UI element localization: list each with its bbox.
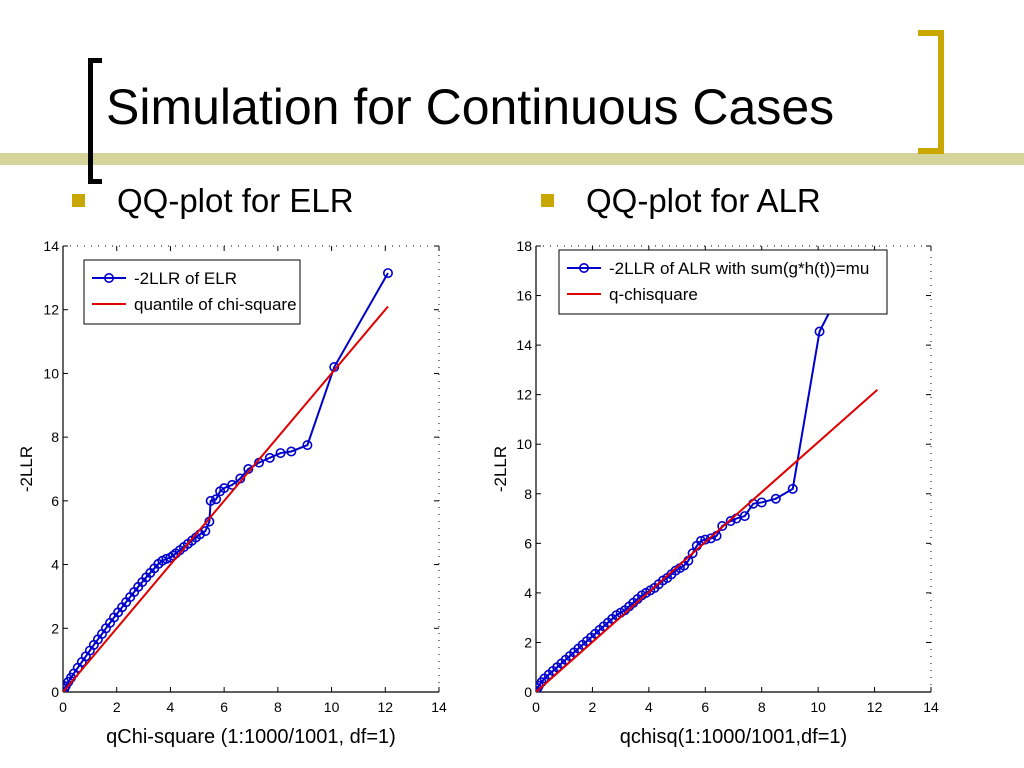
bullet-alr-label: QQ-plot for ALR <box>586 182 821 219</box>
bullet-square-icon <box>541 193 554 207</box>
x-tick-label: 12 <box>377 699 393 715</box>
y-tick-label: 0 <box>524 684 532 700</box>
bullet-elr: QQ-plot for ELR <box>72 184 354 217</box>
x-tick-label: 6 <box>220 699 228 715</box>
x-tick-label: 0 <box>532 699 540 715</box>
data-point <box>219 483 230 494</box>
x-tick-label: 10 <box>810 699 826 715</box>
chart-1: 0 2 4 6 8 10 12 14 0 2 4 6 8 10 12 14 qChi-square (1:100… <box>17 238 447 748</box>
legend-label-1: -2LLR of ELR <box>134 269 237 288</box>
data-point <box>756 497 767 508</box>
data-point <box>211 494 222 505</box>
plot-area <box>536 290 879 692</box>
legend-marker <box>104 272 115 283</box>
x-axis-label: qChi-square (1:1000/1001, df=1) <box>106 726 396 748</box>
legend-label-1: -2LLR of ALR with sum(g*h(t))=mu <box>609 259 869 278</box>
x-tick-label: 2 <box>589 699 597 715</box>
bullet-elr-label: QQ-plot for ELR <box>117 182 354 219</box>
legend-label-2: q-chisquare <box>609 285 698 304</box>
y-tick-label: 18 <box>516 238 532 254</box>
y-tick-label: 14 <box>43 238 59 254</box>
y-tick-label: 6 <box>51 493 59 509</box>
data-point <box>264 452 275 463</box>
data-point <box>725 516 736 527</box>
series-line-2 <box>63 305 389 692</box>
data-point <box>275 448 286 459</box>
x-tick-label: 8 <box>274 699 282 715</box>
y-tick-label: 6 <box>524 535 532 551</box>
data-point <box>739 511 750 522</box>
legend-box <box>558 249 888 315</box>
y-axis-label: -2LLR <box>491 446 510 492</box>
x-tick-label: 2 <box>113 699 121 715</box>
data-point <box>770 493 781 504</box>
x-axis-label: qchisq(1:1000/1001,df=1) <box>620 726 847 748</box>
x-tick-label: 6 <box>701 699 709 715</box>
data-point <box>382 268 393 279</box>
data-point <box>814 326 825 337</box>
x-tick-label: 14 <box>431 699 447 715</box>
series-line-2 <box>536 388 879 692</box>
x-tick-label: 10 <box>324 699 340 715</box>
y-tick-label: 10 <box>516 436 532 452</box>
data-point <box>205 495 216 506</box>
y-tick-label: 12 <box>43 302 59 318</box>
y-tick-label: 8 <box>524 486 532 502</box>
left-bracket-decoration <box>88 58 102 184</box>
data-point <box>687 548 698 559</box>
x-tick-label: 4 <box>167 699 175 715</box>
y-tick-label: 4 <box>51 557 59 573</box>
legend-box <box>83 259 301 325</box>
right-bracket-decoration <box>918 30 944 154</box>
title-accent-bar <box>0 153 1024 165</box>
y-tick-label: 2 <box>51 620 59 636</box>
y-tick-label: 0 <box>51 684 59 700</box>
bullet-alr: QQ-plot for ALR <box>541 184 821 217</box>
data-point <box>787 483 798 494</box>
plot-area <box>63 268 393 692</box>
y-tick-label: 2 <box>524 634 532 650</box>
x-tick-label: 14 <box>923 699 939 715</box>
y-tick-label: 16 <box>516 288 532 304</box>
series-line-1 <box>63 272 389 692</box>
y-tick-label: 4 <box>524 585 532 601</box>
y-tick-label: 10 <box>43 365 59 381</box>
slide-title: Simulation for Continuous Cases <box>106 79 835 135</box>
legend-marker <box>578 262 589 273</box>
data-point <box>200 526 211 537</box>
y-tick-label: 14 <box>516 337 532 353</box>
data-point <box>705 533 716 544</box>
x-tick-label: 8 <box>758 699 766 715</box>
x-tick-label: 12 <box>867 699 883 715</box>
x-tick-label: 4 <box>645 699 653 715</box>
data-point <box>302 440 313 451</box>
chart-2: 0 2 4 6 8 10 12 14 0 2 4 6 8 10 12 14 16 18 qchisq(1:1000/… <box>491 238 939 748</box>
bullet-square-icon <box>72 193 85 207</box>
y-tick-label: 8 <box>51 429 59 445</box>
y-axis-label: -2LLR <box>17 446 36 492</box>
legend-label-2: quantile of chi-square <box>134 295 297 314</box>
y-tick-label: 12 <box>516 387 532 403</box>
data-point <box>286 446 297 457</box>
x-tick-label: 0 <box>59 699 67 715</box>
data-point <box>717 520 728 531</box>
